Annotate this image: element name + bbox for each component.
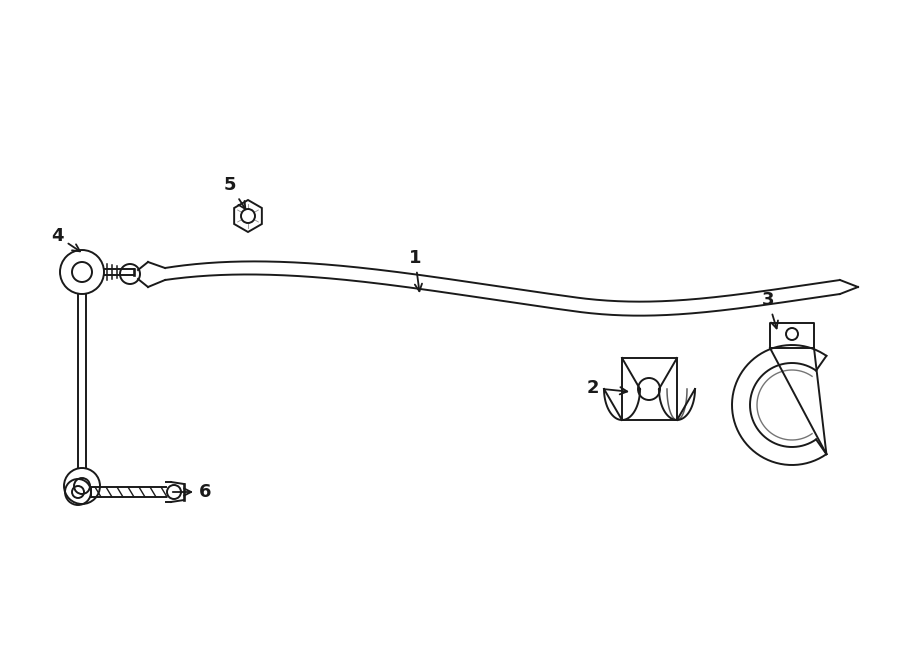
Text: 2: 2 xyxy=(587,379,627,397)
Text: 4: 4 xyxy=(50,227,80,251)
Text: 1: 1 xyxy=(409,249,422,292)
Text: 6: 6 xyxy=(173,483,212,501)
Text: 3: 3 xyxy=(761,291,778,329)
Text: 5: 5 xyxy=(224,176,246,209)
